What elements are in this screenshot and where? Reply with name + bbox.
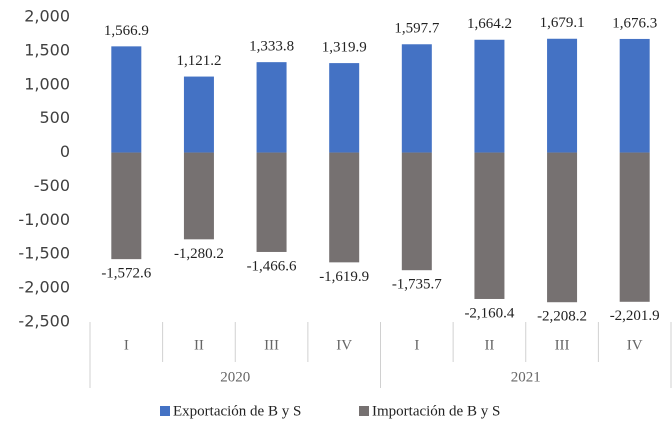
data-label: 1,333.8 (249, 39, 294, 55)
bar (329, 152, 360, 263)
bar (474, 152, 505, 299)
y-tick-label: -500 (34, 176, 70, 195)
y-tick-label: 1,000 (24, 74, 70, 93)
bar (401, 44, 432, 153)
x-tick-label: III (264, 337, 279, 353)
data-label: -1,619.9 (319, 269, 369, 285)
data-label: -1,735.7 (392, 277, 442, 293)
y-tick-label: -1,000 (18, 210, 70, 229)
bar (619, 152, 650, 302)
data-label: 1,679.1 (540, 15, 585, 31)
x-tick-label: IV (627, 337, 643, 353)
bar (183, 76, 214, 153)
y-tick-label: 1,500 (24, 40, 70, 59)
y-tick-label: 500 (39, 108, 70, 127)
x-tick-label: I (124, 337, 129, 353)
legend-label: Exportación de B y S (173, 403, 301, 419)
legend-label: Importación de B y S (372, 403, 500, 419)
bar (619, 38, 650, 153)
data-label: -1,280.2 (174, 246, 224, 262)
data-label: 1,597.7 (394, 21, 440, 37)
bar (111, 46, 142, 153)
x-tick-label: IV (336, 337, 352, 353)
data-label: -1,572.6 (101, 266, 151, 282)
x-tick-label: II (194, 337, 204, 353)
bar (547, 152, 578, 303)
data-label: -1,466.6 (247, 258, 297, 274)
y-tick-label: 0 (60, 142, 70, 161)
bar (401, 152, 432, 271)
bar (474, 39, 505, 153)
data-label: 1,664.2 (467, 16, 512, 32)
bar (111, 152, 142, 260)
x-tick-label: III (555, 337, 570, 353)
group-label: 2020 (220, 369, 250, 385)
x-tick-label: II (484, 337, 494, 353)
y-tick-label: -2,000 (18, 278, 70, 297)
bar (256, 62, 287, 153)
bar (256, 152, 287, 252)
data-label: 1,676.3 (612, 15, 657, 31)
data-label: -2,160.4 (464, 305, 514, 321)
bar (183, 152, 214, 240)
data-label: 1,319.9 (322, 40, 367, 56)
group-label: 2021 (511, 369, 541, 385)
legend-swatch (359, 406, 369, 416)
data-label: 1,566.9 (104, 23, 149, 39)
y-tick-label: 2,000 (24, 7, 70, 26)
data-label: -2,201.9 (610, 308, 660, 324)
legend-swatch (160, 406, 170, 416)
bar (547, 38, 578, 153)
x-tick-label: I (414, 337, 419, 353)
y-tick-label: -2,500 (18, 312, 70, 331)
bar (329, 63, 360, 153)
y-tick-label: -1,500 (18, 244, 70, 263)
data-label: -2,208.2 (537, 309, 587, 325)
data-label: 1,121.2 (176, 53, 221, 69)
